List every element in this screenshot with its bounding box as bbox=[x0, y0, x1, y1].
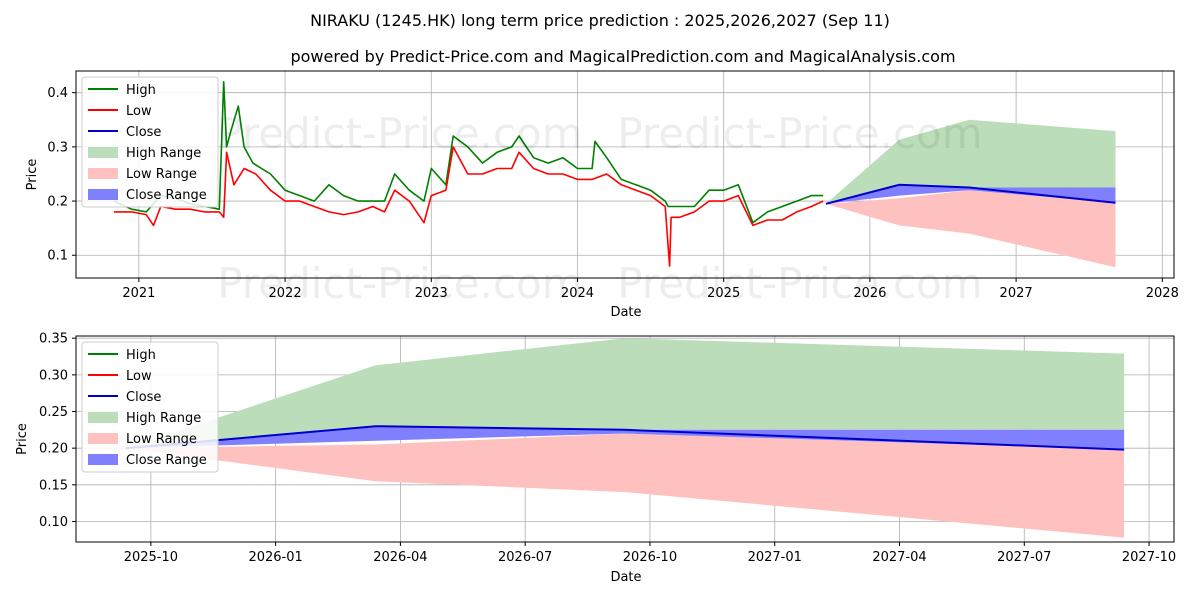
plot-frame bbox=[75, 70, 1175, 279]
legend-label: Close bbox=[126, 125, 161, 140]
line-high bbox=[113, 81, 824, 224]
legend-label: High Range bbox=[126, 411, 201, 426]
watermark: Predict-Price.com bbox=[217, 259, 582, 308]
y-tick-label: 0.4 bbox=[47, 86, 68, 101]
x-tick-label: 2026-10 bbox=[623, 550, 677, 565]
x-tick-label: 2021 bbox=[122, 286, 155, 301]
legend-swatch bbox=[88, 412, 118, 423]
x-axis-label: Date bbox=[610, 570, 641, 585]
band-high-range bbox=[826, 119, 1116, 204]
legend-swatch bbox=[88, 147, 118, 158]
legend-swatch bbox=[88, 189, 118, 200]
legend-label: Low Range bbox=[126, 432, 197, 447]
legend-swatch bbox=[88, 168, 118, 179]
legend-swatch bbox=[88, 454, 118, 465]
legend-label: Low Range bbox=[126, 167, 197, 182]
y-tick-label: 0.15 bbox=[39, 478, 68, 493]
chart-title: NIRAKU (1245.HK) long term price predict… bbox=[310, 11, 890, 30]
band-high-range bbox=[125, 338, 1125, 449]
y-tick-label: 0.25 bbox=[39, 405, 68, 420]
x-tick-label: 2028 bbox=[1146, 286, 1179, 301]
legend-label: Close Range bbox=[126, 188, 207, 203]
x-tick-label: 2025-10 bbox=[124, 550, 178, 565]
x-tick-label: 2027 bbox=[1000, 286, 1033, 301]
x-axis-label: Date bbox=[610, 305, 641, 320]
legend: High Low Close High Range Low Range Close Ran… bbox=[81, 76, 219, 208]
legend-label: Close Range bbox=[126, 453, 207, 468]
y-tick-label: 0.2 bbox=[47, 195, 68, 210]
x-tick-label: 2026-07 bbox=[498, 550, 552, 565]
x-tick-label: 2027-07 bbox=[997, 550, 1051, 565]
watermark: Predict-Price.com bbox=[617, 259, 982, 308]
legend-label: Low bbox=[126, 104, 152, 119]
y-tick-label: 0.3 bbox=[47, 140, 68, 155]
y-tick-label: 0.1 bbox=[47, 249, 68, 264]
legend-label: High bbox=[126, 83, 156, 98]
band-close-range bbox=[125, 426, 1125, 450]
legend-label: High Range bbox=[126, 146, 201, 161]
y-tick-label: 0.35 bbox=[39, 332, 68, 347]
band-low-range bbox=[826, 190, 1116, 268]
legend-label: Close bbox=[126, 390, 161, 405]
line-close bbox=[825, 183, 1116, 205]
x-tick-label: 2025 bbox=[707, 286, 740, 301]
y-axis-label: Price bbox=[15, 423, 30, 455]
line-close bbox=[125, 425, 1125, 451]
x-tick-label: 2027-10 bbox=[1122, 550, 1176, 565]
y-tick-label: 0.20 bbox=[39, 442, 68, 457]
y-tick-label: 0.10 bbox=[39, 515, 68, 530]
legend-swatch bbox=[88, 433, 118, 444]
watermark: Predict-Price.com bbox=[217, 109, 582, 158]
band-low-range bbox=[125, 433, 1125, 538]
y-tick-label: 0.30 bbox=[39, 368, 68, 383]
legend-label: Low bbox=[126, 369, 152, 384]
x-tick-label: 2022 bbox=[269, 286, 302, 301]
panel-top: Predict-Price.com Predict-Price.com Predic… bbox=[25, 70, 1179, 320]
x-tick-label: 2027-01 bbox=[748, 550, 802, 565]
y-axis-label: Price bbox=[25, 159, 40, 191]
panel-bottom: 2025-10 2026-01 2026-04 2026-07 2026-10 2027-… bbox=[15, 332, 1176, 585]
legend-label: High bbox=[126, 348, 156, 363]
band-close-range bbox=[826, 184, 1116, 204]
x-tick-label: 2026-04 bbox=[373, 550, 427, 565]
line-low bbox=[114, 146, 824, 267]
x-tick-label: 2026-01 bbox=[248, 550, 302, 565]
x-tick-label: 2026 bbox=[853, 286, 886, 301]
legend: High Low Close High Range Low Range Close Ran… bbox=[81, 341, 219, 473]
x-tick-label: 2027-04 bbox=[872, 550, 926, 565]
x-tick-label: 2024 bbox=[561, 286, 594, 301]
plot-frame bbox=[75, 335, 1175, 543]
watermark: Predict-Price.com bbox=[617, 109, 982, 158]
chart-subtitle: powered by Predict-Price.com and Magical… bbox=[290, 47, 955, 66]
x-tick-label: 2023 bbox=[415, 286, 448, 301]
